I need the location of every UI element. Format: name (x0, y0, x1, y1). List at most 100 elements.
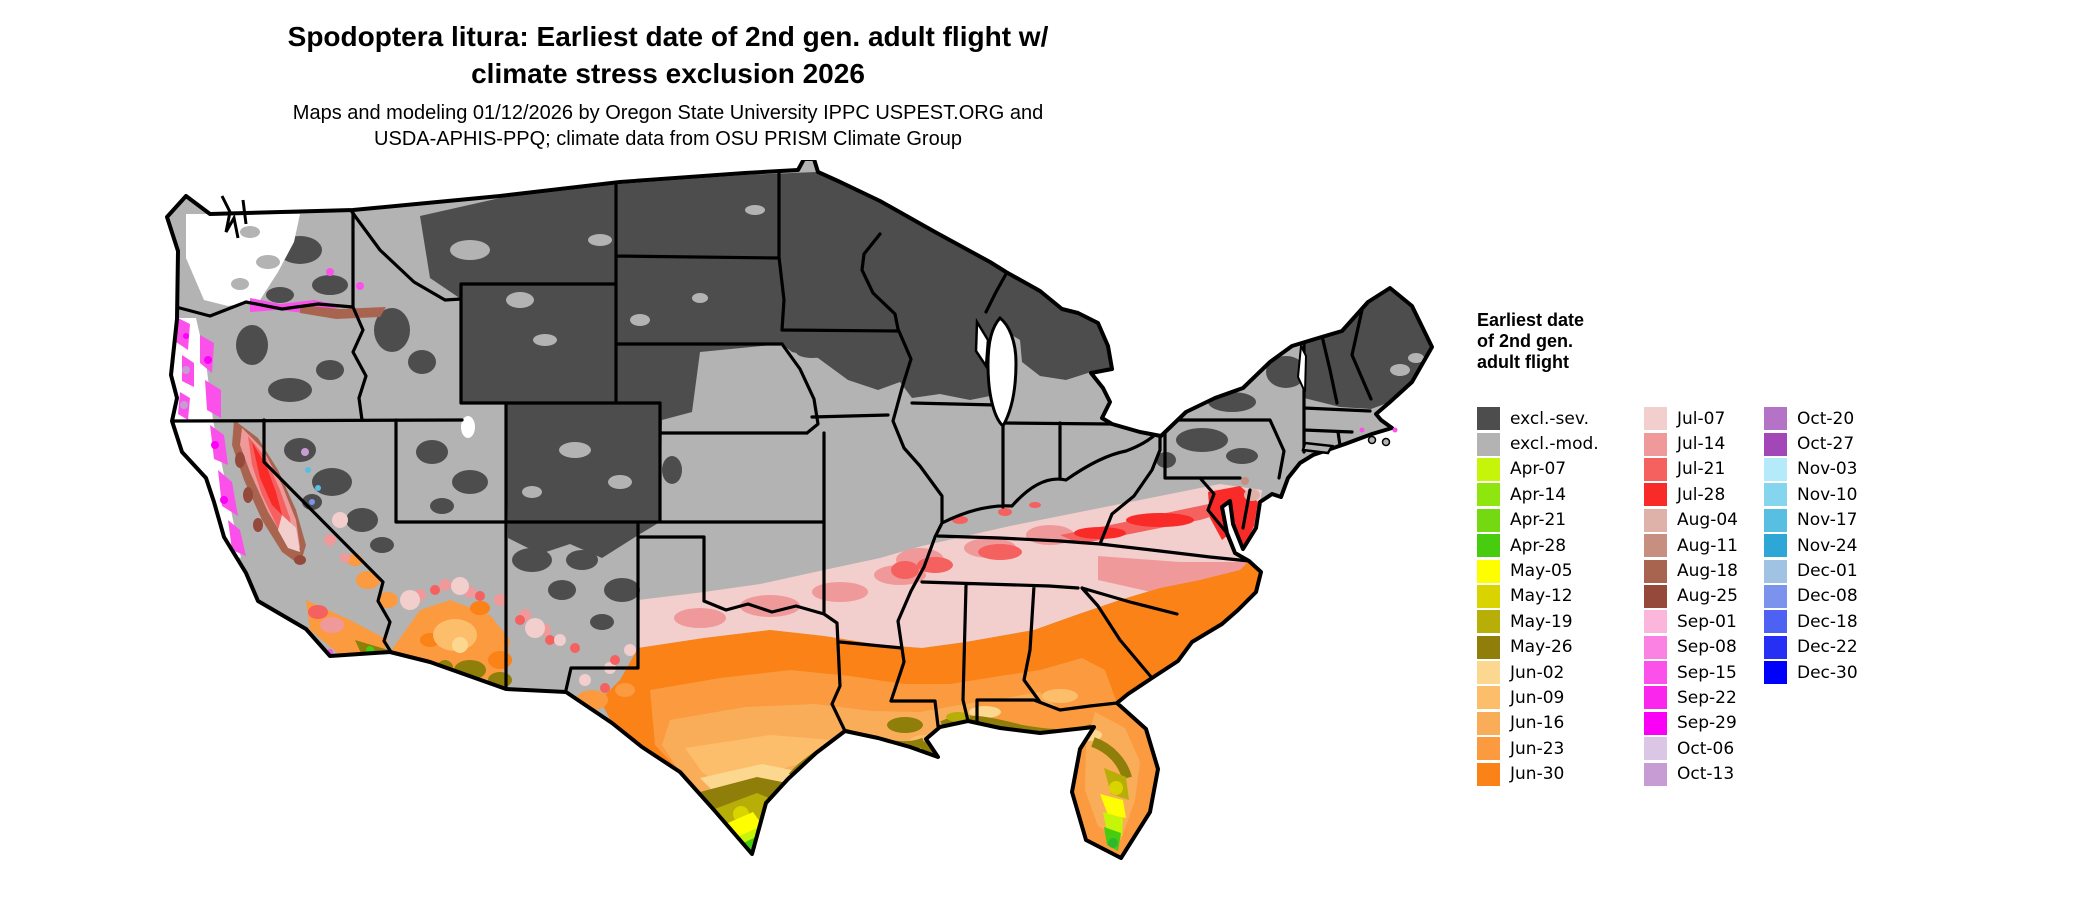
legend-swatch (1477, 432, 1500, 456)
state-borders (170, 170, 1373, 733)
legend-row: Jun-23 (1477, 736, 1599, 761)
legend-swatch (1644, 534, 1667, 558)
legend-swatch (1644, 762, 1667, 786)
legend-label: May-05 (1510, 561, 1573, 582)
legend-swatch (1477, 737, 1500, 761)
legend-column-3: Oct-20 Oct-27 Nov-03 Nov-10 Nov-17 Nov-24 Dec-… (1764, 406, 1858, 685)
legend-label: Apr-14 (1510, 484, 1567, 505)
legend-swatch (1477, 559, 1500, 583)
us-map-svg (165, 157, 1434, 860)
legend-swatch (1477, 610, 1500, 634)
legend-row: Dec-22 (1764, 635, 1858, 660)
legend-row: Jun-09 (1477, 685, 1599, 710)
legend-row: Apr-14 (1477, 482, 1599, 507)
legend-row: Oct-27 (1764, 431, 1858, 456)
coastal-magenta-speck-2 (1392, 427, 1398, 433)
legend-label: Dec-18 (1797, 611, 1858, 632)
legend-row: Sep-15 (1644, 660, 1738, 685)
legend-swatch (1644, 711, 1667, 735)
legend-title-line1: Earliest date (1477, 310, 1585, 330)
legend-label: Aug-18 (1677, 561, 1738, 582)
legend-label: Apr-28 (1510, 535, 1567, 556)
legend-label: Oct-06 (1677, 738, 1735, 759)
legend-swatch (1477, 686, 1500, 710)
legend-row: Dec-30 (1764, 660, 1858, 685)
legend-row: excl.-mod. (1477, 431, 1599, 456)
legend-swatch (1477, 661, 1500, 685)
legend-swatch (1477, 711, 1500, 735)
legend-label: Jul-28 (1677, 484, 1726, 505)
page-subtitle-line1: Maps and modeling 01/12/2026 by Oregon S… (292, 102, 1044, 124)
lake-champlain (1296, 342, 1308, 393)
legend-label: Jul-07 (1677, 408, 1726, 429)
legend-swatch (1644, 457, 1667, 481)
legend-label: Jun-02 (1510, 662, 1565, 683)
legend-swatch (1477, 407, 1500, 431)
legend-label: May-12 (1510, 586, 1573, 607)
legend-row: Sep-29 (1644, 711, 1738, 736)
legend-swatch (1764, 584, 1787, 608)
legend-row: Apr-28 (1477, 533, 1599, 558)
legend-label: Aug-25 (1677, 586, 1738, 607)
page-subtitle: Maps and modeling 01/12/2026 by Oregon S… (0, 100, 1336, 152)
map-layer-southwest (390, 577, 636, 688)
legend-label: Nov-03 (1797, 459, 1858, 480)
legend-swatch (1644, 635, 1667, 659)
legend-label: excl.-mod. (1510, 434, 1599, 455)
legend-label: Jun-30 (1510, 764, 1565, 785)
legend-row: Nov-24 (1764, 533, 1858, 558)
legend-row: Dec-18 (1764, 609, 1858, 634)
legend-row: Aug-25 (1644, 584, 1738, 609)
legend-label: May-26 (1510, 637, 1573, 658)
green-bay (974, 317, 990, 370)
legend-swatch (1644, 737, 1667, 761)
legend-row: Dec-08 (1764, 584, 1858, 609)
legend-label: Sep-08 (1677, 637, 1737, 658)
island-nantucket (1381, 437, 1391, 447)
legend-row: Aug-04 (1644, 508, 1738, 533)
legend-label: Jun-16 (1510, 713, 1565, 734)
page-title-line1: Spodoptera litura: Earliest date of 2nd … (287, 21, 1049, 52)
legend-row: Sep-01 (1644, 609, 1738, 634)
legend-row: Oct-20 (1764, 406, 1858, 431)
legend-row: Sep-08 (1644, 635, 1738, 660)
legend-row: Jul-07 (1644, 406, 1738, 431)
legend-label: Sep-29 (1677, 713, 1737, 734)
legend-row: Jul-28 (1644, 482, 1738, 507)
map-speckles-moderate (450, 205, 1424, 498)
legend-swatch (1477, 762, 1500, 786)
legend-label: Jun-23 (1510, 738, 1565, 759)
legend-row: Jul-14 (1644, 431, 1738, 456)
legend-label: Apr-07 (1510, 459, 1567, 480)
map-legend: Earliest date of 2nd gen. adult flight e… (1477, 310, 2077, 786)
legend-row: Aug-11 (1644, 533, 1738, 558)
legend-row: Sep-22 (1644, 685, 1738, 710)
legend-swatch (1764, 559, 1787, 583)
legend-row: Apr-21 (1477, 508, 1599, 533)
legend-swatch (1477, 508, 1500, 532)
legend-swatch (1764, 661, 1787, 685)
legend-row: May-12 (1477, 584, 1599, 609)
legend-row: Jun-30 (1477, 761, 1599, 786)
legend-swatch (1644, 610, 1667, 634)
legend-label: May-19 (1510, 611, 1573, 632)
legend-swatch (1477, 457, 1500, 481)
legend-label: Oct-27 (1797, 434, 1855, 455)
legend-label: Dec-30 (1797, 662, 1858, 683)
legend-label: Oct-13 (1677, 764, 1735, 785)
legend-label: Apr-21 (1510, 510, 1567, 531)
legend-title-line2: of 2nd gen. (1477, 331, 1573, 351)
legend-swatch (1644, 407, 1667, 431)
legend-swatch (1644, 483, 1667, 507)
legend-swatch (1764, 457, 1787, 481)
legend-row: Jun-16 (1477, 711, 1599, 736)
legend-label: Sep-01 (1677, 611, 1737, 632)
legend-swatch (1764, 610, 1787, 634)
legend-swatch (1644, 559, 1667, 583)
legend-label: Nov-17 (1797, 510, 1858, 531)
legend-swatch (1764, 483, 1787, 507)
legend-swatch (1644, 432, 1667, 456)
legend-label: Sep-15 (1677, 662, 1737, 683)
legend-swatch (1764, 635, 1787, 659)
